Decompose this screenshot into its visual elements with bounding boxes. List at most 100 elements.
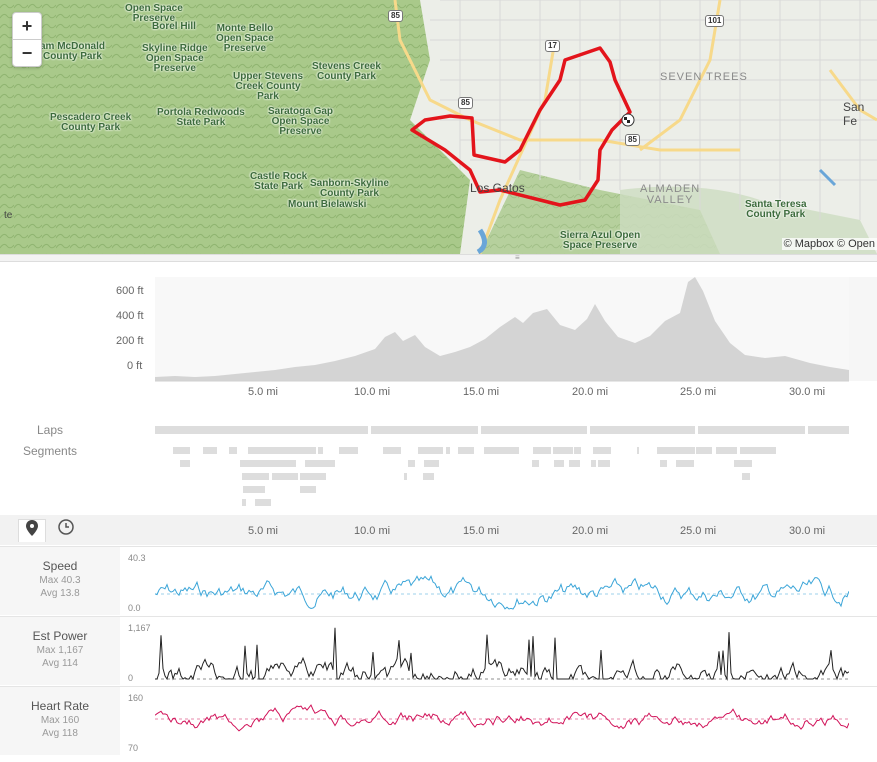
map-label: am McDonald County Park [40,41,106,62]
town-label: San Fe [843,100,865,128]
segment-bar[interactable] [243,486,265,493]
lap-bar[interactable] [808,426,849,434]
speed-stream[interactable]: Speed Max 40.3 Avg 13.8 40.3 0.0 [0,546,877,615]
stream-avg: Avg 118 [42,728,78,739]
route-map[interactable]: + − Open Space Preserve Borel Hill am McD… [0,0,877,254]
stream-name: Heart Rate [30,699,90,713]
segment-bar[interactable] [240,460,296,467]
stream-avg: Avg 114 [42,658,78,669]
segment-bar[interactable] [173,447,190,454]
heartrate-stream[interactable]: Heart Rate Max 160 Avg 118 160 70 [0,686,877,755]
segment-bar[interactable] [569,460,580,467]
segment-bar[interactable] [696,447,712,454]
map-label: Castle Rock State Park [250,171,308,192]
resize-handle[interactable]: ≡ [0,254,877,262]
segment-bar[interactable] [423,473,434,480]
power-stream[interactable]: Est Power Max 1,167 Avg 114 1,167 0 [0,616,877,685]
map-label: Saratoga Gap Open Space Preserve [268,106,334,137]
segment-bar[interactable] [657,447,695,454]
stream-y-max: 40.3 [128,553,146,563]
lap-bar[interactable] [481,426,587,434]
segment-bar[interactable] [408,460,415,467]
segment-bar[interactable] [418,447,443,454]
segment-bar[interactable] [591,460,596,467]
stream-y-min: 0.0 [128,603,141,613]
segment-bar[interactable] [716,447,737,454]
stream-y-min: 70 [128,743,139,753]
segment-bar[interactable] [593,447,611,454]
map-label: Pescadero Creek County Park [50,112,132,133]
segment-bar[interactable] [180,460,190,467]
highway-shield: 101 [705,15,725,27]
zoom-out-button[interactable]: − [13,39,41,66]
stream-x-tick: 25.0 mi [680,525,717,537]
laps-label: Laps [37,423,64,437]
highway-shield: 85 [458,97,473,109]
segment-bar[interactable] [637,447,639,454]
segment-bar[interactable] [532,460,539,467]
elev-x-tick: 20.0 mi [572,386,609,398]
segment-bar[interactable] [494,447,519,454]
segment-bar[interactable] [300,473,326,480]
power-line-chart[interactable] [155,617,849,685]
segment-bar[interactable] [424,460,439,467]
segment-bar[interactable] [533,447,551,454]
segment-bar[interactable] [660,460,667,467]
segment-bar[interactable] [300,486,316,493]
segment-bar[interactable] [242,499,246,506]
segment-bar[interactable] [574,447,581,454]
segment-bar[interactable] [318,447,323,454]
segment-bar[interactable] [229,447,237,454]
map-label: Portola Redwoods State Park [157,107,245,128]
lap-bar[interactable] [371,426,478,434]
segment-bar[interactable] [676,460,694,467]
elev-x-tick: 25.0 mi [680,386,717,398]
segment-bar[interactable] [383,447,401,454]
lap-bar[interactable] [590,426,695,434]
segment-bar[interactable] [446,447,450,454]
map-label: Mount Bielawski [288,199,367,210]
map-label: Open Space Preserve [125,3,183,24]
heartrate-label: Heart Rate Max 160 Avg 118 [0,687,120,755]
segment-bar[interactable] [734,460,752,467]
map-terrain [0,0,877,254]
city-label: SEVEN TREES [660,71,748,83]
elevation-chart[interactable] [155,277,877,399]
segment-bar[interactable] [598,460,610,467]
segment-bar[interactable] [484,447,497,454]
segment-bar[interactable] [272,473,298,480]
stream-line [155,627,849,681]
map-label: Sanborn-Skyline County Park [310,178,389,199]
highway-shield: 85 [388,10,403,22]
map-attribution[interactable]: © Mapbox © Open [781,238,877,250]
segment-bar[interactable] [458,447,474,454]
elev-x-tick: 15.0 mi [463,386,500,398]
highway-shield: 17 [545,40,560,52]
segment-bar[interactable] [742,473,750,480]
map-pin-icon[interactable] [18,519,46,542]
segment-bar[interactable] [248,447,316,454]
speed-line-chart[interactable] [155,547,849,615]
map-label: Monte Bello Open Space Preserve [216,23,274,54]
elev-x-tick: 30.0 mi [789,386,826,398]
town-label: Los Gatos [470,181,525,195]
lap-bar[interactable] [155,426,368,434]
segment-bar[interactable] [255,499,271,506]
segment-bar[interactable] [339,447,358,454]
segment-bar[interactable] [740,447,776,454]
stream-y-max: 160 [128,693,144,703]
clock-icon[interactable] [53,519,79,541]
elev-y-tick: 400 ft [116,310,144,322]
map-label: Stevens Creek County Park [312,61,381,82]
lap-bar[interactable] [698,426,805,434]
segment-bar[interactable] [203,447,217,454]
speed-label: Speed Max 40.3 Avg 13.8 [0,547,120,615]
segment-bar[interactable] [404,473,407,480]
segment-bar[interactable] [553,447,573,454]
heartrate-line-chart[interactable] [155,687,849,755]
segment-bar[interactable] [242,473,269,480]
zoom-in-button[interactable]: + [21,16,33,36]
segment-bar[interactable] [554,460,564,467]
segment-bar[interactable] [305,460,335,467]
stream-max: Max 160 [40,715,80,726]
